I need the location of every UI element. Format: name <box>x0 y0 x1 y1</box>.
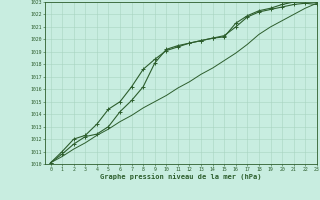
X-axis label: Graphe pression niveau de la mer (hPa): Graphe pression niveau de la mer (hPa) <box>100 173 261 180</box>
